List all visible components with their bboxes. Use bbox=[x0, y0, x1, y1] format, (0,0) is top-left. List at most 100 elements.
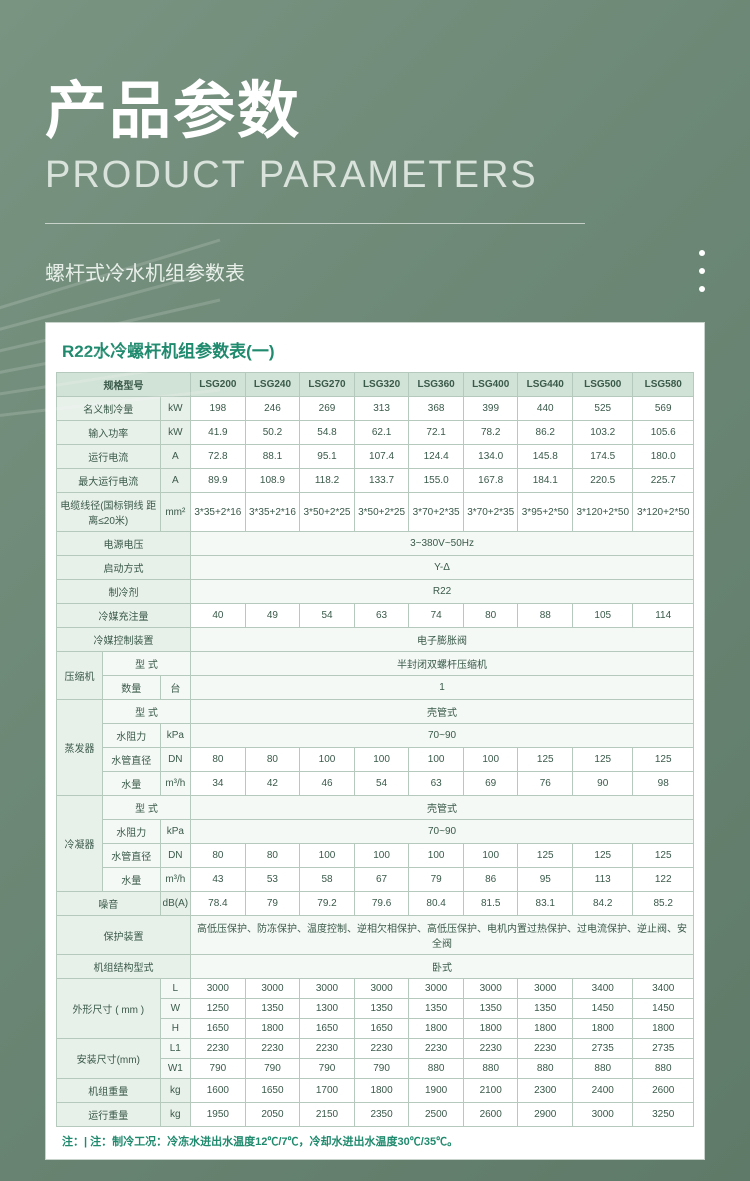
page-title-en: PRODUCT PARAMETERS bbox=[45, 154, 705, 197]
table-row: 水阻力kPa70~90 bbox=[57, 724, 694, 748]
table-cell: 100 bbox=[354, 844, 409, 868]
table-row: 机组重量kg1600165017001800190021002300240026… bbox=[57, 1079, 694, 1103]
table-row: 制冷剂R22 bbox=[57, 580, 694, 604]
table-row: 水管直径DN8080100100100100125125125 bbox=[57, 748, 694, 772]
table-cell: 电源电压 bbox=[57, 532, 191, 556]
table-cell: 冷媒充注量 bbox=[57, 604, 191, 628]
table-cell: 卧式 bbox=[191, 955, 694, 979]
table-cell: 167.8 bbox=[463, 469, 518, 493]
table-cell: 制冷剂 bbox=[57, 580, 191, 604]
table-cell: 3000 bbox=[409, 979, 464, 999]
table-cell: kW bbox=[160, 421, 191, 445]
table-cell: kg bbox=[160, 1079, 191, 1103]
table-cell: 790 bbox=[354, 1059, 409, 1079]
table-cell: 85.2 bbox=[633, 892, 694, 916]
table-cell: 水阻力 bbox=[102, 820, 160, 844]
table-cell: m³/h bbox=[160, 772, 191, 796]
table-cell: 880 bbox=[633, 1059, 694, 1079]
table-cell: 79 bbox=[245, 892, 300, 916]
table-cell: 155.0 bbox=[409, 469, 464, 493]
table-cell: DN bbox=[160, 748, 191, 772]
table-cell: 1950 bbox=[191, 1103, 246, 1127]
table-cell: 型 式 bbox=[102, 700, 190, 724]
table-cell: 3*70+2*35 bbox=[409, 493, 464, 532]
table-cell: 1350 bbox=[409, 999, 464, 1019]
table-cell: 3*50+2*25 bbox=[300, 493, 355, 532]
table-cell: 95.1 bbox=[300, 445, 355, 469]
table-row: 冷媒控制装置电子膨胀阀 bbox=[57, 628, 694, 652]
table-cell: 180.0 bbox=[633, 445, 694, 469]
table-cell: 1800 bbox=[354, 1079, 409, 1103]
table-cell: 2230 bbox=[245, 1039, 300, 1059]
table-cell: 规格型号 bbox=[57, 373, 191, 397]
table-cell: W1 bbox=[160, 1059, 191, 1079]
table-cell: kPa bbox=[160, 820, 191, 844]
table-cell: 78.4 bbox=[191, 892, 246, 916]
table-cell: 启动方式 bbox=[57, 556, 191, 580]
table-cell: 125 bbox=[573, 748, 633, 772]
table-cell: 蒸发器 bbox=[57, 700, 103, 796]
table-cell: 3000 bbox=[191, 979, 246, 999]
table-cell: 83.1 bbox=[518, 892, 573, 916]
table-cell: 3000 bbox=[300, 979, 355, 999]
table-cell: 1600 bbox=[191, 1079, 246, 1103]
table-cell: 2600 bbox=[633, 1079, 694, 1103]
table-cell: 名义制冷量 bbox=[57, 397, 161, 421]
table-cell: 40 bbox=[191, 604, 246, 628]
table-cell: 半封闭双螺杆压缩机 bbox=[191, 652, 694, 676]
table-cell: 790 bbox=[191, 1059, 246, 1079]
table-cell: 62.1 bbox=[354, 421, 409, 445]
table-cell: 125 bbox=[633, 748, 694, 772]
table-cell: 86 bbox=[463, 868, 518, 892]
table-cell: 114 bbox=[633, 604, 694, 628]
table-cell: 63 bbox=[354, 604, 409, 628]
table-cell: 1800 bbox=[633, 1019, 694, 1039]
header: 产品参数 PRODUCT PARAMETERS 螺杆式冷水机组参数表 bbox=[0, 0, 750, 292]
table-row: 启动方式Y-Δ bbox=[57, 556, 694, 580]
table-cell: 3000 bbox=[354, 979, 409, 999]
table-cell: LSG240 bbox=[245, 373, 300, 397]
table-cell: 34 bbox=[191, 772, 246, 796]
table-cell: 数量 bbox=[102, 676, 160, 700]
table-cell: 100 bbox=[300, 844, 355, 868]
table-cell: 3~380V~50Hz bbox=[191, 532, 694, 556]
table-cell: LSG320 bbox=[354, 373, 409, 397]
table-cell: 100 bbox=[409, 844, 464, 868]
table-cell: kPa bbox=[160, 724, 191, 748]
table-cell: 2100 bbox=[463, 1079, 518, 1103]
table-cell: Y-Δ bbox=[191, 556, 694, 580]
table-row: 压缩机型 式半封闭双螺杆压缩机 bbox=[57, 652, 694, 676]
table-row: 水量m³/h43535867798695113122 bbox=[57, 868, 694, 892]
table-cell: 3*35+2*16 bbox=[191, 493, 246, 532]
table-cell: 1800 bbox=[409, 1019, 464, 1039]
table-cell: 569 bbox=[633, 397, 694, 421]
table-cell: dB(A) bbox=[160, 892, 191, 916]
table-cell: 122 bbox=[633, 868, 694, 892]
table-cell: 3*120+2*50 bbox=[573, 493, 633, 532]
table-cell: 100 bbox=[300, 748, 355, 772]
table-cell: 3*120+2*50 bbox=[633, 493, 694, 532]
table-cell: 125 bbox=[633, 844, 694, 868]
table-cell: LSG400 bbox=[463, 373, 518, 397]
table-cell: 2230 bbox=[518, 1039, 573, 1059]
table-cell: 313 bbox=[354, 397, 409, 421]
table-cell: DN bbox=[160, 844, 191, 868]
table-row: 保护装置高低压保护、防冻保护、温度控制、逆相欠相保护、高低压保护、电机内置过热保… bbox=[57, 916, 694, 955]
table-cell: 外形尺寸 ( mm ) bbox=[57, 979, 161, 1039]
table-cell: 壳管式 bbox=[191, 700, 694, 724]
table-cell: 壳管式 bbox=[191, 796, 694, 820]
table-row: 电缆线径(国标铜线 距离≤20米)mm²3*35+2*163*35+2*163*… bbox=[57, 493, 694, 532]
table-cell: 水管直径 bbox=[102, 844, 160, 868]
table-cell: 88 bbox=[518, 604, 573, 628]
table-row: 最大运行电流A89.9108.9118.2133.7155.0167.8184.… bbox=[57, 469, 694, 493]
table-cell: LSG500 bbox=[573, 373, 633, 397]
table-cell: 54.8 bbox=[300, 421, 355, 445]
table-cell: 压缩机 bbox=[57, 652, 103, 700]
table-cell: 525 bbox=[573, 397, 633, 421]
table-cell: 3*50+2*25 bbox=[354, 493, 409, 532]
table-cell: 184.1 bbox=[518, 469, 573, 493]
table-cell: 118.2 bbox=[300, 469, 355, 493]
table-cell: 125 bbox=[518, 844, 573, 868]
table-cell: 124.4 bbox=[409, 445, 464, 469]
table-cell: 80 bbox=[245, 748, 300, 772]
